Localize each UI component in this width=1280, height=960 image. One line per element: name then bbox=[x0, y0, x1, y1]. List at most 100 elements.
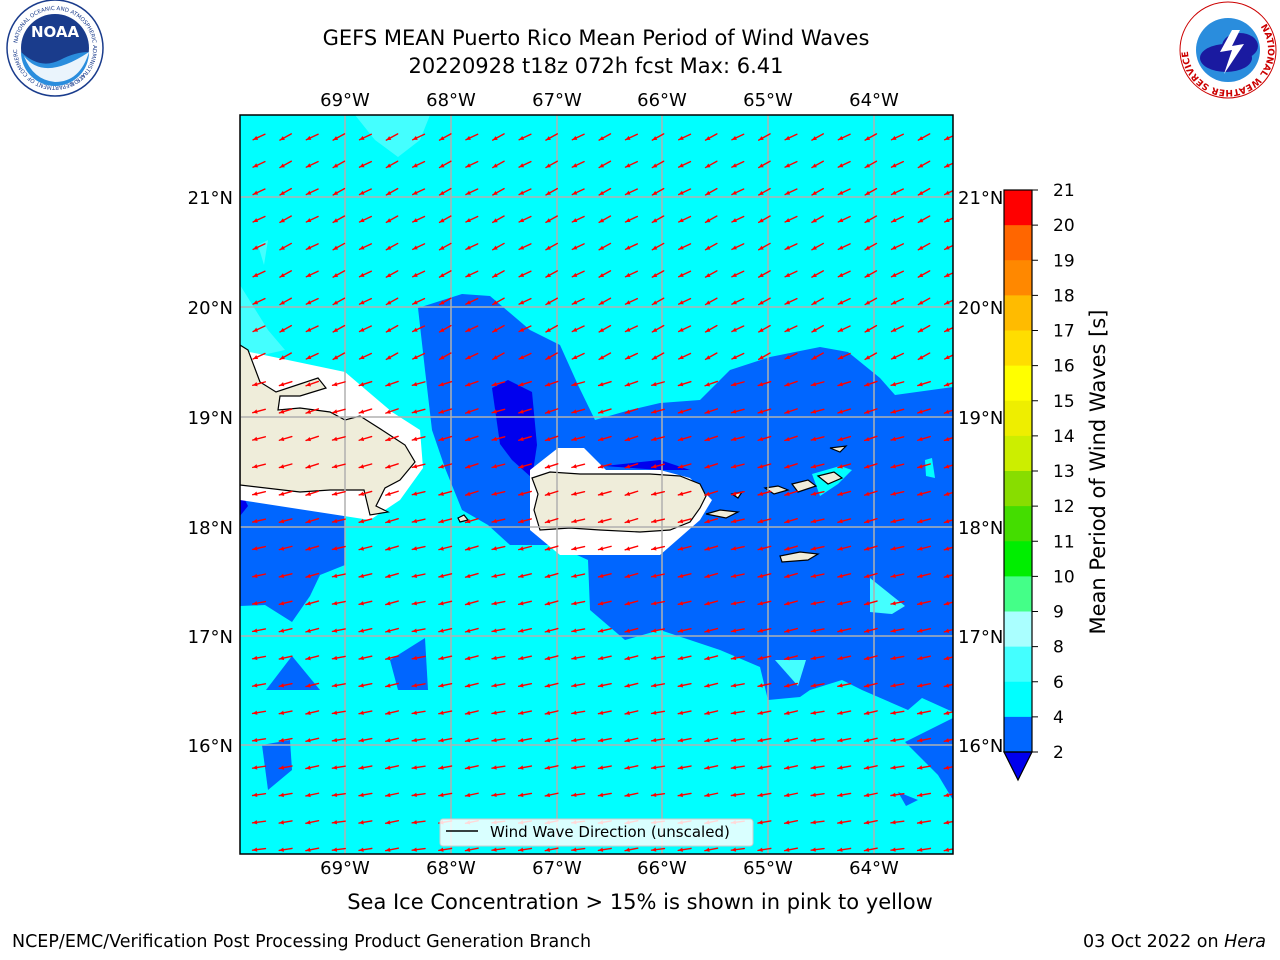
wind-arrow bbox=[331, 765, 346, 770]
wind-arrow bbox=[571, 133, 585, 141]
wind-arrow bbox=[890, 490, 905, 496]
wind-arrow bbox=[651, 436, 665, 442]
wind-arrow bbox=[624, 572, 639, 579]
wind-arrow bbox=[518, 297, 532, 305]
colorbar-segment bbox=[1004, 260, 1032, 296]
colorbar-tick-label: 8 bbox=[1053, 638, 1064, 658]
wind-arrow bbox=[571, 628, 586, 633]
wind-arrow bbox=[251, 518, 267, 524]
wind-arrow bbox=[704, 408, 719, 414]
wind-arrow bbox=[385, 490, 399, 496]
wind-arrow bbox=[358, 352, 372, 360]
wind-arrow bbox=[252, 133, 266, 141]
wind-arrow bbox=[252, 188, 266, 196]
wind-arrow bbox=[305, 243, 319, 251]
wind-arrow bbox=[624, 627, 639, 633]
wind-arrow bbox=[783, 765, 799, 770]
wind-arrow bbox=[730, 765, 745, 770]
wind-arrow bbox=[252, 297, 266, 305]
wind-arrow bbox=[624, 792, 639, 798]
puerto-rico-land bbox=[531, 471, 707, 533]
wind-arrow bbox=[837, 518, 852, 524]
wind-arrow bbox=[890, 297, 904, 305]
colorbar-under-extension bbox=[1003, 751, 1033, 782]
wind-arrow bbox=[491, 408, 506, 414]
wind-arrow bbox=[917, 380, 931, 387]
lat-label-left: 21°N bbox=[188, 188, 233, 209]
wind-arrow bbox=[890, 820, 905, 825]
colorbar-tick-label: 13 bbox=[1053, 462, 1075, 482]
wind-arrow bbox=[598, 242, 612, 251]
wind-arrow bbox=[278, 573, 293, 578]
gridlines bbox=[240, 115, 953, 854]
wind-arrow bbox=[544, 655, 559, 661]
wind-arrow bbox=[731, 215, 745, 223]
wind-arrow bbox=[597, 765, 612, 770]
wind-arrow bbox=[465, 160, 479, 168]
wind-arrow bbox=[545, 160, 558, 169]
wind-arrow bbox=[438, 297, 452, 306]
wind-arrow bbox=[837, 710, 852, 715]
wind-arrow bbox=[251, 655, 267, 661]
wind-arrow bbox=[704, 765, 719, 770]
wind-arrow bbox=[279, 324, 292, 333]
wind-arrow bbox=[863, 737, 878, 743]
wind-arrow bbox=[518, 215, 532, 223]
colorbar-segment bbox=[1004, 400, 1032, 437]
wind-arrow bbox=[517, 792, 533, 798]
wind-arrow bbox=[598, 297, 612, 306]
wind-arrow bbox=[491, 518, 506, 524]
wind-arrow bbox=[412, 243, 426, 251]
wind-arrow bbox=[917, 408, 931, 414]
wind-arrow bbox=[731, 243, 745, 251]
colorbar-segment bbox=[1004, 190, 1032, 226]
wind-arrow bbox=[331, 518, 346, 524]
wind-arrow bbox=[624, 325, 638, 333]
wind-arrow bbox=[757, 655, 772, 661]
lon-label-top: 69°W bbox=[320, 90, 370, 111]
wind-arrow bbox=[651, 408, 665, 414]
wind-arrow bbox=[624, 133, 638, 141]
wind-arrow bbox=[491, 710, 506, 715]
wind-arrow bbox=[411, 847, 426, 852]
wind-arrow bbox=[704, 133, 718, 141]
wind-arrow bbox=[571, 710, 586, 715]
wind-arrow bbox=[890, 381, 905, 387]
wind-arrow bbox=[677, 435, 692, 442]
wind-arrow bbox=[305, 545, 320, 551]
wind-arrow bbox=[598, 160, 612, 169]
wind-arrow bbox=[358, 710, 373, 715]
wind-arrow bbox=[544, 545, 559, 551]
wind-arrow bbox=[863, 792, 878, 798]
wind-arrow bbox=[305, 710, 320, 715]
wind-arrow bbox=[465, 188, 479, 196]
wind-arrow bbox=[385, 463, 399, 469]
footer-host: Hera bbox=[1224, 932, 1266, 952]
wind-arrow bbox=[890, 436, 905, 442]
wind-arrow bbox=[411, 381, 426, 387]
wind-arrow bbox=[545, 270, 558, 278]
wind-arrow bbox=[863, 435, 878, 442]
wind-arrow bbox=[518, 243, 532, 251]
wind-arrow bbox=[678, 270, 692, 278]
wind-arrow bbox=[597, 408, 612, 414]
colorbar-segment bbox=[1004, 646, 1032, 683]
wind-arrow bbox=[597, 435, 612, 442]
wind-arrow bbox=[438, 628, 453, 633]
wind-arrow bbox=[837, 628, 852, 633]
wind-arrow bbox=[571, 545, 586, 551]
wind-arrow bbox=[758, 352, 771, 361]
wind-arrow bbox=[597, 490, 612, 496]
wind-arrow bbox=[571, 270, 585, 278]
wind-arrow bbox=[943, 601, 953, 606]
wind-arrow bbox=[491, 545, 506, 551]
wind-arrow bbox=[784, 463, 798, 469]
wind-arrow bbox=[810, 490, 825, 496]
wind-arrow bbox=[412, 215, 426, 223]
wind-arrow bbox=[784, 600, 798, 606]
wind-arrow bbox=[358, 215, 372, 223]
wind-arrow bbox=[464, 408, 479, 414]
wind-arrow bbox=[730, 545, 745, 551]
wind-arrow bbox=[678, 133, 692, 141]
wind-arrow bbox=[704, 380, 719, 387]
